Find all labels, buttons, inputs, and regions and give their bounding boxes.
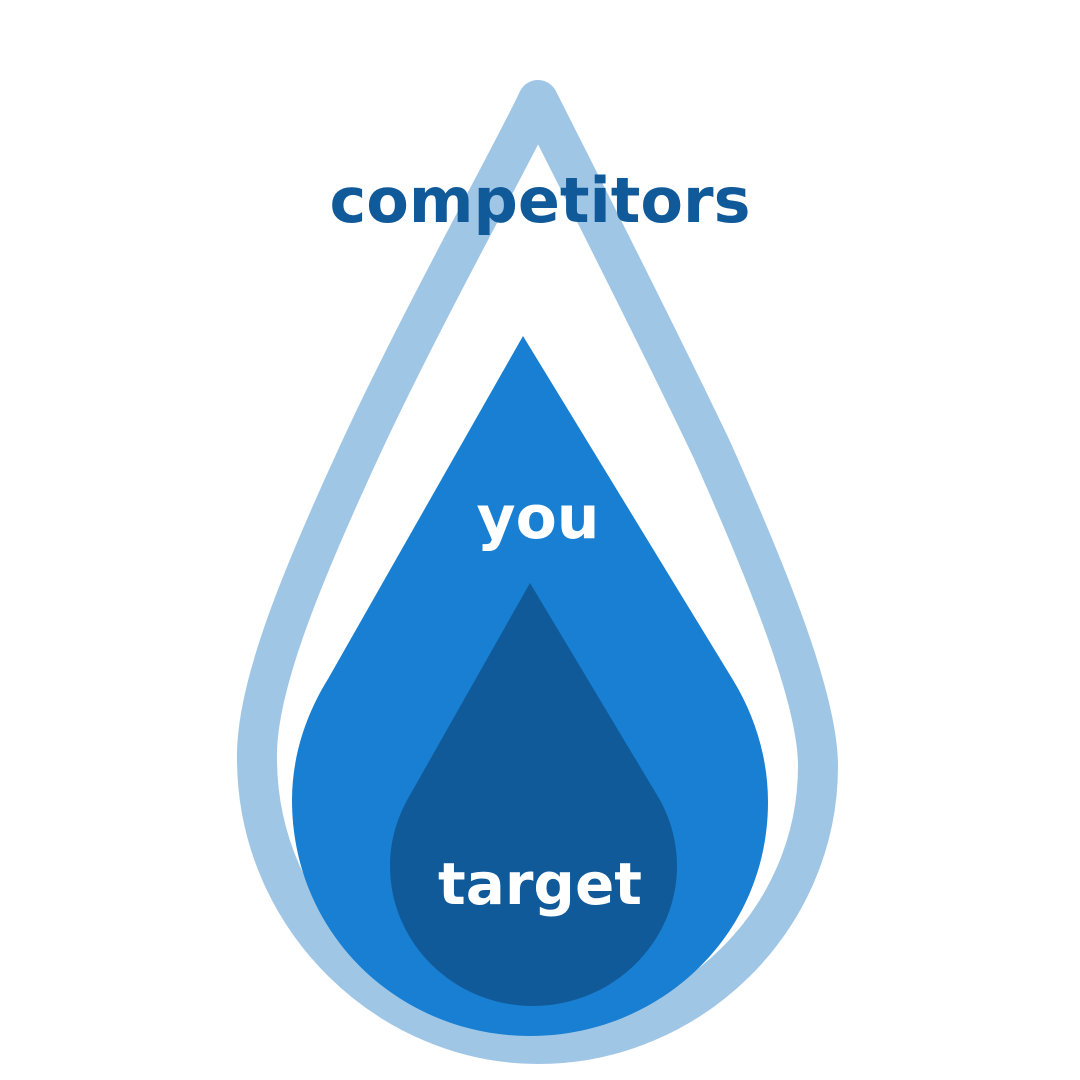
target-label: target <box>438 850 642 918</box>
competitors-label: competitors <box>330 164 751 237</box>
competitors-drop-outline <box>236 80 838 1064</box>
you-label: you <box>476 483 599 553</box>
target-drop <box>390 583 677 1006</box>
